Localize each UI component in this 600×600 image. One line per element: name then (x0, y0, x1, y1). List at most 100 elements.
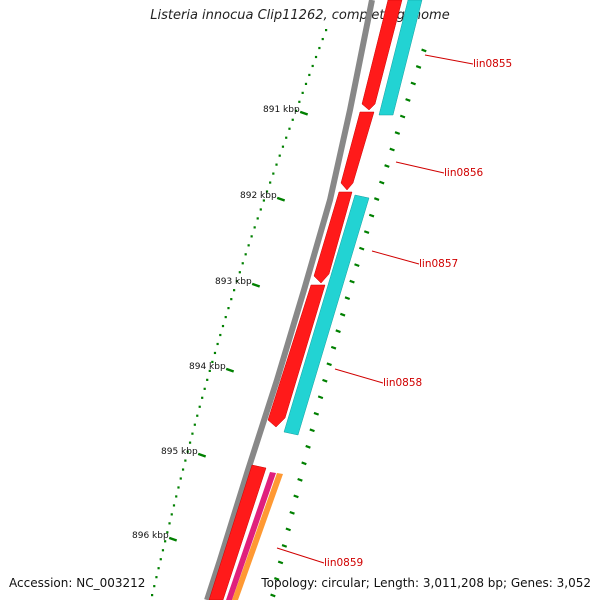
major-tick (276, 196, 286, 202)
strand-tick (281, 544, 288, 548)
scale-label: 896 kbp (132, 531, 169, 541)
minor-tick (275, 163, 278, 166)
gene-label[interactable]: lin0855 (473, 58, 512, 70)
strand-tick (368, 213, 375, 218)
minor-tick (155, 576, 158, 579)
minor-tick (321, 37, 324, 41)
gene-bar[interactable] (283, 194, 370, 436)
gene-label[interactable]: lin0859 (324, 557, 363, 569)
strand-tick (415, 65, 422, 69)
minor-tick (294, 109, 298, 112)
map-title: Listeria innocua Clip11262, complete gen… (150, 8, 450, 23)
minor-tick (191, 432, 194, 435)
strand-tick (384, 164, 390, 168)
strand-tick (405, 98, 411, 102)
strand-tick (313, 411, 320, 416)
minor-tick (232, 289, 236, 292)
minor-tick (311, 64, 314, 68)
minor-tick (161, 549, 165, 552)
strand-tick (335, 329, 341, 334)
strand-tick (309, 428, 315, 433)
strand-tick (344, 296, 351, 301)
minor-tick (235, 280, 239, 283)
strand-tick (349, 279, 355, 284)
strand-tick (363, 230, 370, 234)
strand-tick (285, 527, 291, 532)
minor-tick (172, 504, 176, 507)
minor-tick (278, 154, 281, 157)
cds-arrow[interactable] (208, 464, 267, 600)
orange-strip[interactable] (232, 473, 283, 600)
minor-tick (153, 585, 156, 588)
minor-tick (247, 244, 250, 247)
gene-leader-line (395, 161, 445, 174)
minor-tick (216, 342, 219, 346)
minor-tick (298, 100, 301, 103)
minor-tick (211, 360, 214, 364)
minor-tick (159, 558, 162, 561)
minor-tick (157, 567, 160, 570)
gene-label[interactable]: lin0858 (383, 377, 422, 389)
strand-tick (399, 114, 406, 119)
cds-arrow[interactable] (361, 0, 403, 111)
gene-leader-line (371, 250, 420, 265)
minor-tick (250, 235, 253, 238)
gene-leader-line (424, 54, 474, 65)
strand-tick (410, 81, 416, 86)
minor-tick (285, 136, 288, 139)
strand-tick (270, 593, 276, 598)
gene-bar[interactable] (378, 0, 423, 116)
gene-label[interactable]: lin0857 (419, 258, 458, 270)
minor-tick (269, 181, 272, 184)
strand-tick (394, 131, 401, 135)
minor-tick (318, 46, 321, 50)
cds-arrow[interactable] (313, 191, 353, 284)
strand-tick (358, 246, 365, 251)
minor-tick (196, 414, 199, 417)
minor-tick (308, 73, 311, 77)
strand-tick (277, 560, 284, 565)
scale-labels: 891 kbp 892 kbp 893 kbp 894 kbp 895 kbp 896 k… (132, 105, 309, 542)
strand-tick (305, 444, 311, 449)
minor-tick (301, 91, 304, 94)
scale-label: 891 kbp (263, 105, 300, 115)
scale-label: 892 kbp (240, 191, 277, 201)
gene-features (283, 0, 423, 436)
minor-tick (213, 351, 217, 355)
cds-arrow[interactable] (267, 284, 326, 428)
minor-tick (170, 513, 173, 516)
minor-tick (206, 378, 209, 381)
minor-tick (314, 55, 318, 59)
gene-labels: lin0855 lin0856 lin0857 lin0858 lin0859 (276, 54, 512, 569)
minor-tick (177, 486, 180, 489)
cds-arrow[interactable] (340, 111, 375, 191)
minor-tick (168, 522, 171, 525)
major-tick (197, 452, 207, 458)
strand-tick (389, 147, 395, 152)
gene-leader-line (334, 368, 384, 384)
minor-tick (193, 423, 196, 426)
minor-tick (201, 396, 204, 399)
minor-tick (184, 459, 187, 462)
genome-backbone (204, 0, 375, 600)
strand-tick (421, 48, 427, 53)
strand-tick (301, 461, 307, 466)
magenta-strip[interactable] (226, 472, 276, 600)
minor-tick (166, 531, 169, 534)
minor-tick (238, 271, 241, 274)
minor-tick (253, 226, 256, 229)
minor-tick (241, 262, 244, 265)
minor-tick (175, 495, 178, 498)
minor-tick (291, 118, 294, 121)
topology-text: Topology: circular; Length: 3,011,208 bp… (261, 576, 591, 590)
minor-tick (188, 441, 192, 444)
strand-tick (322, 378, 328, 383)
strand-tick (273, 577, 280, 581)
minor-tick (164, 540, 167, 543)
minor-tick (179, 477, 182, 480)
gene-label[interactable]: lin0856 (444, 167, 484, 179)
scale-ticks (151, 29, 427, 598)
strand-tick (339, 312, 346, 317)
minor-tick (186, 450, 189, 453)
